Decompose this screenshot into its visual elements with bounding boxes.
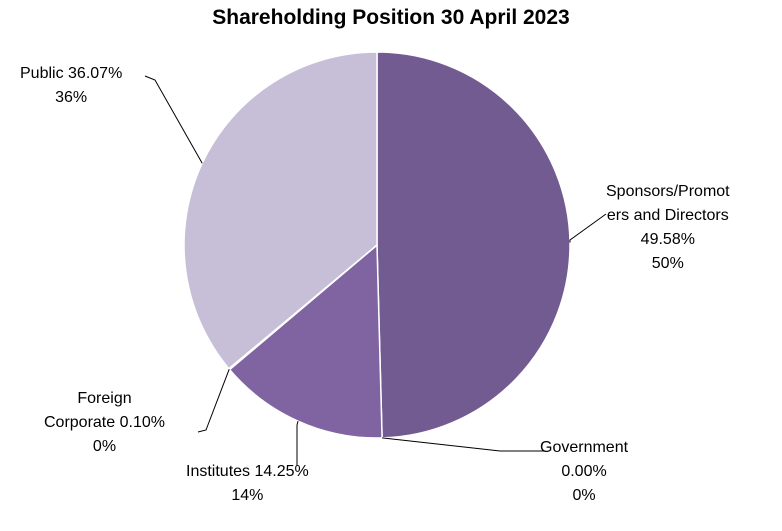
chart-title: Shareholding Position 30 April 2023 <box>212 6 570 29</box>
leader-sponsors <box>569 213 607 243</box>
label-institutes: Institutes 14.25% 14% <box>186 463 309 504</box>
leader-foreign-corporate <box>197 368 230 433</box>
leader-public <box>144 75 203 164</box>
label-sponsors: Sponsors/Promot ers and Directors 49.58%… <box>606 183 730 272</box>
label-foreign-corporate: Foreign Corporate 0.10% 0% <box>44 390 165 455</box>
label-public: Public 36.07% 36% <box>20 65 123 106</box>
leader-government <box>382 437 545 452</box>
label-government: Government 0.00% 0% <box>540 439 629 504</box>
slice-sponsors <box>376 51 571 439</box>
slice-institutes <box>228 243 383 439</box>
leader-institutes <box>296 420 299 466</box>
